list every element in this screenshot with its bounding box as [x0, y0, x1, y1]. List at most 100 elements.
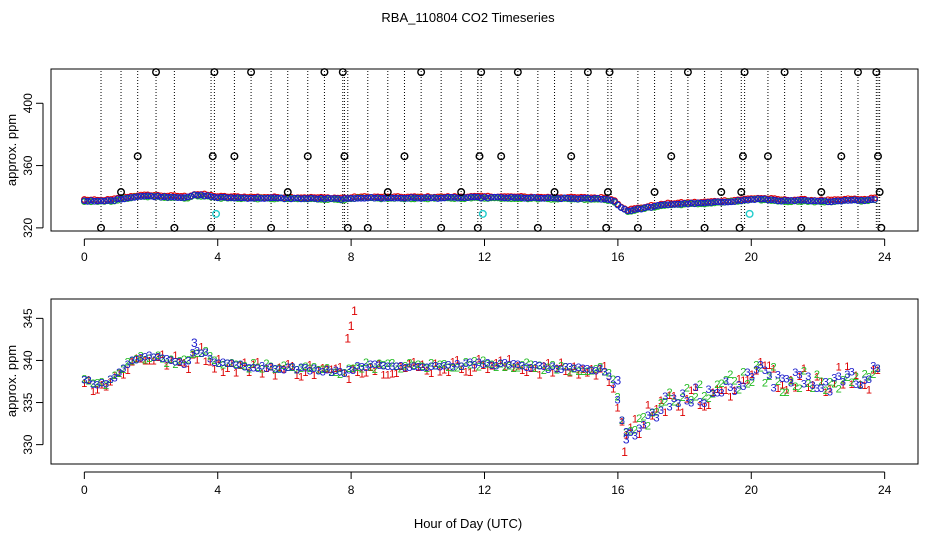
series-2-marker: 2 — [862, 369, 868, 381]
series-3-marker: 3 — [86, 375, 92, 387]
blue-circle — [321, 195, 328, 203]
series-1-marker: 1 — [398, 361, 404, 373]
series-3-marker: 3 — [372, 359, 378, 371]
series-1-marker: 1 — [541, 360, 547, 372]
series-1-marker: 1 — [827, 384, 833, 396]
series-2-marker: 2 — [393, 361, 399, 373]
series-2-marker: 2 — [450, 363, 456, 375]
series-1-marker: 1 — [714, 384, 720, 396]
series-2-marker: 2 — [649, 407, 655, 419]
series-3-marker: 3 — [818, 383, 824, 395]
series-1-marker: 1 — [437, 366, 443, 378]
series-2-marker: 2 — [840, 374, 846, 386]
blue-circle — [437, 194, 445, 202]
series-1-marker: 1 — [636, 429, 642, 441]
series-2-marker: 2 — [389, 358, 395, 370]
blue-circle — [741, 196, 748, 204]
series-3-marker: 3 — [831, 372, 837, 384]
series-2-marker: 2 — [606, 368, 612, 380]
series-1-marker: 1 — [632, 413, 638, 425]
series-3-marker: 3 — [142, 351, 148, 363]
series-2-marker: 2 — [784, 387, 790, 399]
series-2-marker: 2 — [237, 359, 243, 371]
series-2-marker: 2 — [697, 379, 703, 391]
series-3-marker: 3 — [675, 398, 681, 410]
series-2-marker: 2 — [151, 352, 157, 364]
series-3-marker: 3 — [849, 366, 855, 378]
series-1-marker: 1 — [621, 445, 628, 459]
series-1-marker: 1 — [272, 370, 278, 382]
series-3-marker: 3 — [471, 360, 477, 372]
series-1-marker: 1 — [285, 359, 291, 371]
blue-circle — [871, 196, 879, 203]
outlier-circle — [417, 68, 426, 77]
series-1-marker: 1 — [380, 369, 386, 381]
series-1-marker: 1 — [601, 361, 607, 373]
series-2-marker: 2 — [172, 359, 178, 371]
blue-circle — [371, 194, 378, 202]
series-3-marker: 3 — [875, 363, 881, 375]
outlier-circle — [533, 223, 542, 232]
blue-circle — [831, 197, 838, 205]
series-3-marker: 3 — [784, 374, 790, 386]
series-1-marker: 1 — [207, 356, 213, 368]
series-3-marker: 3 — [164, 353, 170, 365]
top-plot-marks — [80, 68, 886, 232]
series-1-marker: 1 — [766, 360, 772, 372]
series-2-marker: 2 — [177, 356, 183, 368]
series-3-marker: 3 — [701, 398, 707, 410]
blue-circle — [511, 194, 518, 201]
series-3-marker: 3 — [788, 378, 794, 390]
blue-circle — [751, 196, 758, 203]
blue-circle — [127, 194, 135, 201]
series-3-marker: 3 — [484, 357, 490, 369]
series-2-marker: 2 — [810, 383, 816, 395]
series-3-marker: 3 — [424, 362, 430, 374]
series-3-marker: 3 — [554, 363, 560, 375]
outlier-circle — [735, 223, 744, 232]
series-3-marker: 3 — [753, 365, 759, 377]
series-3-marker: 3 — [797, 369, 803, 381]
series-3-marker: 3 — [688, 397, 694, 409]
series-1-marker: 1 — [320, 362, 326, 374]
series-2-marker: 2 — [185, 354, 191, 366]
series-1-marker: 1 — [428, 368, 434, 380]
blue-circle — [357, 194, 365, 202]
series-3-marker: 3 — [645, 410, 651, 422]
series-1-marker: 1 — [311, 370, 317, 382]
blue-circle — [484, 194, 492, 202]
series-2-marker: 2 — [220, 359, 226, 371]
blue-circle — [394, 194, 402, 202]
outlier-circle — [780, 68, 789, 77]
blue-circle — [651, 202, 658, 210]
series-2-marker: 2 — [337, 369, 343, 381]
blue-circle — [797, 196, 805, 204]
blue-circle — [324, 194, 332, 202]
blue-circle — [631, 206, 638, 214]
blue-circle — [504, 194, 512, 202]
series-1-marker: 1 — [406, 358, 412, 370]
blue-circle — [131, 194, 138, 201]
series-2-marker: 2 — [190, 349, 196, 361]
blue-circle — [737, 197, 745, 205]
series-2-marker: 2 — [814, 369, 820, 381]
outlier-circle — [133, 152, 142, 161]
blue-circle — [701, 199, 708, 207]
series-3-marker: 3 — [723, 376, 729, 388]
series-2-marker: 2 — [779, 387, 785, 399]
series-3-marker: 3 — [341, 368, 347, 380]
outlier-circle — [473, 223, 482, 232]
series-2-marker: 2 — [528, 359, 534, 371]
series-1-marker: 1 — [502, 362, 508, 374]
blue-circle — [314, 195, 322, 203]
series-1-marker: 1 — [211, 363, 217, 375]
blue-circle — [661, 201, 668, 208]
blue-circle — [277, 194, 285, 202]
series-3-marker: 3 — [489, 360, 495, 372]
blue-circle — [391, 194, 398, 202]
series-3-marker: 3 — [610, 379, 616, 391]
blue-circle — [374, 194, 382, 202]
series-3-marker: 3 — [614, 395, 620, 407]
